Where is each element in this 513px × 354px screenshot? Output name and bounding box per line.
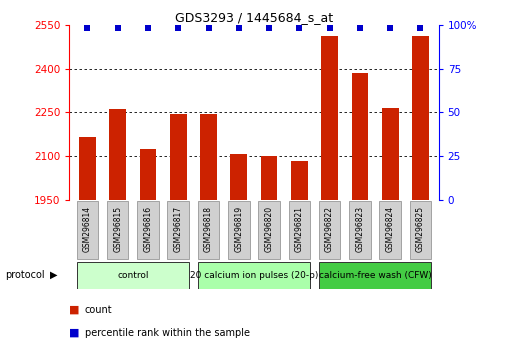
- Text: calcium-free wash (CFW): calcium-free wash (CFW): [319, 271, 431, 280]
- Text: GSM296817: GSM296817: [174, 206, 183, 252]
- Point: [234, 25, 243, 31]
- Bar: [168, 201, 189, 259]
- Text: 20 calcium ion pulses (20-p): 20 calcium ion pulses (20-p): [190, 271, 318, 280]
- Bar: [140, 149, 156, 200]
- Bar: [198, 201, 219, 259]
- Text: GSM296819: GSM296819: [234, 206, 243, 252]
- Bar: [107, 201, 128, 259]
- Point: [174, 25, 182, 31]
- Text: GSM296814: GSM296814: [83, 206, 92, 252]
- Bar: [412, 36, 429, 200]
- Point: [113, 25, 122, 31]
- Text: GSM296823: GSM296823: [356, 206, 364, 252]
- Text: ■: ■: [69, 305, 80, 315]
- Bar: [319, 262, 431, 289]
- Bar: [109, 109, 126, 200]
- Title: GDS3293 / 1445684_s_at: GDS3293 / 1445684_s_at: [175, 11, 333, 24]
- Text: control: control: [117, 271, 149, 280]
- Bar: [410, 201, 431, 259]
- Text: count: count: [85, 305, 112, 315]
- Text: percentile rank within the sample: percentile rank within the sample: [85, 328, 250, 338]
- Text: GSM296820: GSM296820: [265, 206, 273, 252]
- Bar: [79, 137, 96, 200]
- Bar: [289, 201, 310, 259]
- Text: GSM296824: GSM296824: [386, 206, 394, 252]
- Bar: [76, 201, 98, 259]
- Text: GSM296821: GSM296821: [295, 206, 304, 252]
- Bar: [200, 114, 217, 200]
- Point: [144, 25, 152, 31]
- Point: [417, 25, 425, 31]
- Bar: [76, 262, 189, 289]
- Bar: [349, 201, 371, 259]
- Bar: [291, 161, 308, 200]
- Text: ■: ■: [69, 328, 80, 338]
- Bar: [137, 201, 159, 259]
- Point: [295, 25, 304, 31]
- Text: GSM296816: GSM296816: [144, 206, 152, 252]
- Bar: [259, 201, 280, 259]
- Text: protocol: protocol: [5, 270, 45, 280]
- Text: GSM296825: GSM296825: [416, 206, 425, 252]
- Bar: [170, 114, 187, 200]
- Bar: [228, 201, 249, 259]
- Bar: [321, 36, 338, 200]
- Bar: [382, 108, 399, 200]
- Bar: [230, 154, 247, 200]
- Point: [83, 25, 91, 31]
- Point: [265, 25, 273, 31]
- Bar: [319, 201, 340, 259]
- Bar: [380, 201, 401, 259]
- Text: GSM296822: GSM296822: [325, 206, 334, 252]
- Text: ▶: ▶: [50, 270, 58, 280]
- Point: [386, 25, 394, 31]
- Point: [204, 25, 212, 31]
- Point: [326, 25, 334, 31]
- Bar: [261, 156, 278, 200]
- Text: GSM296815: GSM296815: [113, 206, 122, 252]
- Text: GSM296818: GSM296818: [204, 206, 213, 252]
- Bar: [198, 262, 310, 289]
- Point: [356, 25, 364, 31]
- Bar: [351, 73, 368, 200]
